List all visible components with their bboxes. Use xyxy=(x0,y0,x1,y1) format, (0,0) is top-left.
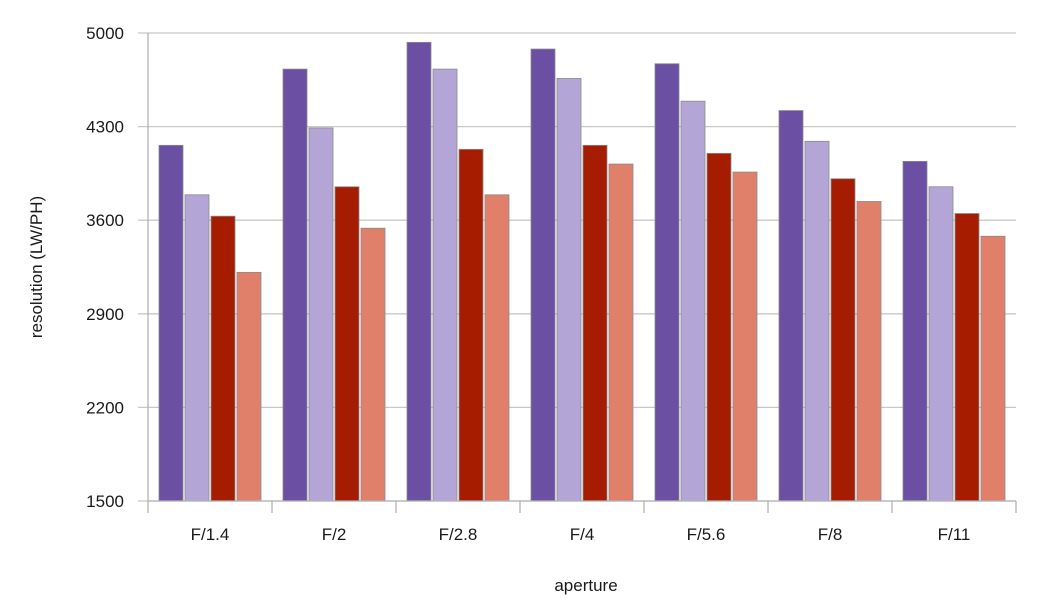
bar-F/4-series-1 xyxy=(530,48,556,502)
bar-F/11-series-4 xyxy=(980,235,1006,502)
x-tick-label: F/5.6 xyxy=(687,525,726,544)
bar-F/2.8-series-2 xyxy=(432,68,458,502)
x-tick-label: F/2 xyxy=(322,525,347,544)
bars xyxy=(158,41,1006,502)
bar-F/5.6-series-3 xyxy=(706,152,732,502)
x-tick-label: F/4 xyxy=(570,525,595,544)
bar-F/8-series-3 xyxy=(830,178,856,502)
bar-F/4-series-3 xyxy=(582,144,608,502)
bar-F/5.6-series-1 xyxy=(654,63,680,502)
y-tick-label: 2900 xyxy=(86,305,124,324)
bar-F/8-series-2 xyxy=(804,140,830,502)
bar-F/1.4-series-3 xyxy=(210,215,236,502)
bar-F/5.6-series-2 xyxy=(680,100,706,502)
y-tick-label: 1500 xyxy=(86,492,124,511)
bar-F/2-series-1 xyxy=(282,68,308,502)
bar-F/2.8-series-4 xyxy=(484,194,510,502)
x-tick-labels: F/1.4 F/2 F/2.8 F/4 F/5.6 F/8 F/11 xyxy=(191,525,971,544)
bar-F/11-series-1 xyxy=(902,160,928,502)
bar-F/8-series-1 xyxy=(778,110,804,502)
x-tick-label: F/2.8 xyxy=(439,525,478,544)
bar-F/5.6-series-4 xyxy=(732,171,758,502)
bar-F/1.4-series-2 xyxy=(184,194,210,502)
bar-F/1.4-series-1 xyxy=(158,144,184,502)
bar-F/4-series-4 xyxy=(608,163,634,502)
y-tick-label: 5000 xyxy=(86,24,124,43)
bar-F/2.8-series-3 xyxy=(458,148,484,502)
y-axis-label: resolution (LW/PH) xyxy=(27,196,46,338)
x-axis-label: aperture xyxy=(554,576,617,595)
bar-F/11-series-2 xyxy=(928,186,954,502)
x-tick-label: F/1.4 xyxy=(191,525,230,544)
x-tick-label: F/8 xyxy=(818,525,843,544)
bar-F/4-series-2 xyxy=(556,78,582,502)
bar-F/2.8-series-1 xyxy=(406,41,432,502)
y-tick-label: 3600 xyxy=(86,211,124,230)
y-tick-label: 4300 xyxy=(86,118,124,137)
x-tick-label: F/11 xyxy=(938,525,971,544)
y-tick-labels: 1500 2200 2900 3600 4300 5000 xyxy=(86,24,124,511)
y-tick-label: 2200 xyxy=(86,398,124,417)
bar-F/2-series-3 xyxy=(334,186,360,502)
bar-F/11-series-3 xyxy=(954,213,980,502)
bar-F/8-series-4 xyxy=(856,201,882,502)
axes xyxy=(147,33,1017,513)
bar-F/2-series-4 xyxy=(360,227,386,502)
bar-F/1.4-series-4 xyxy=(236,271,262,502)
bar-F/2-series-2 xyxy=(308,127,334,502)
